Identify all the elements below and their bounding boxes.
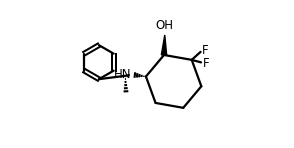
- Polygon shape: [161, 35, 167, 55]
- Text: F: F: [203, 57, 209, 70]
- Text: F: F: [202, 44, 209, 57]
- Text: HN: HN: [114, 68, 132, 81]
- Text: OH: OH: [156, 19, 174, 32]
